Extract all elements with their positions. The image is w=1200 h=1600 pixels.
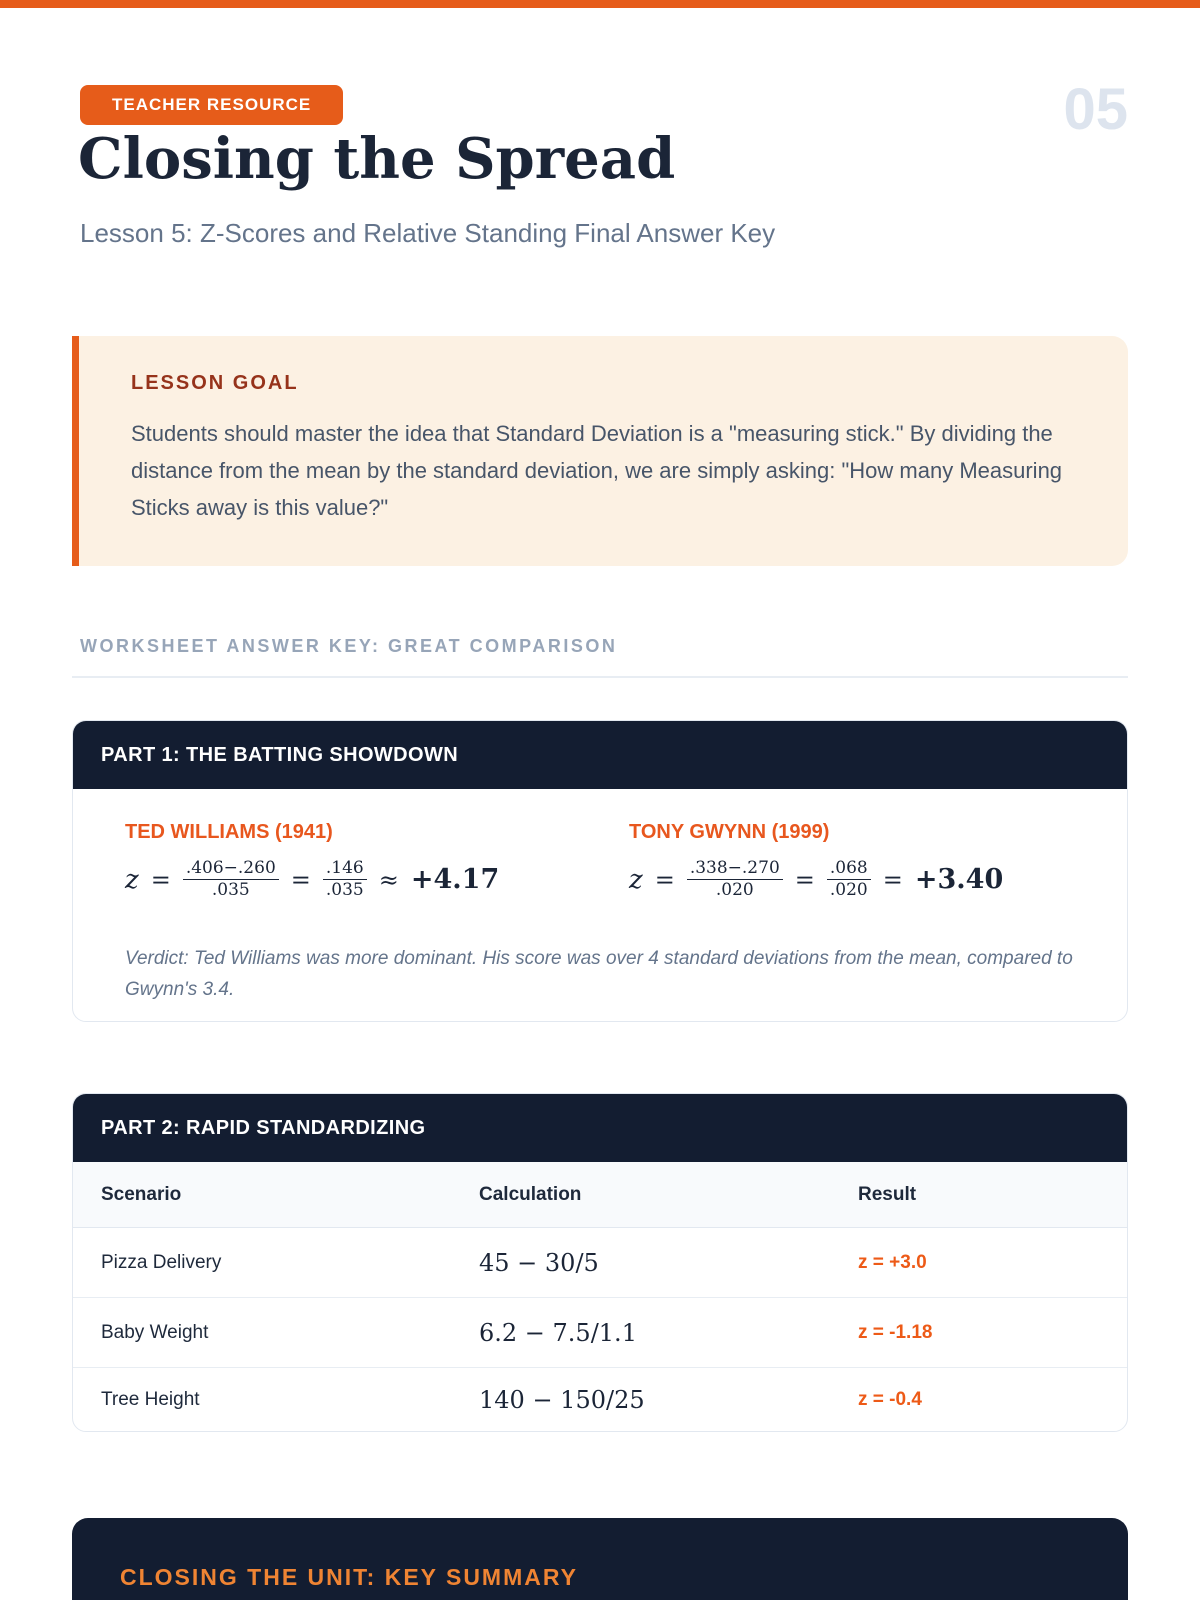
math-fraction: .146.035 <box>322 858 367 901</box>
fraction-denominator: .035 <box>325 880 364 900</box>
zscore-result: +4.17 <box>410 864 500 895</box>
result-cell: z = -0.4 <box>858 1389 922 1410</box>
player-column-ted: TED WILLIAMS (1941) z = .406−.260.035 = … <box>125 821 629 901</box>
lesson-goal-text: Students should master the idea that Sta… <box>131 421 1063 520</box>
part1-card: PART 1: THE BATTING SHOWDOWN TED WILLIAM… <box>72 720 1128 1022</box>
fraction-denominator: .035 <box>211 880 250 900</box>
table-row: Baby Weight 6.2 − 7.5/1.1 z = -1.18 <box>73 1298 1127 1368</box>
math-equals: = <box>654 865 675 894</box>
math-fraction: .406−.260.035 <box>182 858 279 901</box>
table-row: Pizza Delivery 45 − 30/5 z = +3.0 <box>73 1228 1127 1298</box>
key-summary-heading: CLOSING THE UNIT: KEY SUMMARY <box>120 1564 578 1590</box>
math-relation: = <box>882 865 903 894</box>
fraction-denominator: .020 <box>715 880 754 900</box>
math-fraction: .068.020 <box>826 858 871 901</box>
calculation-cell: 140 − 150/25 <box>479 1386 645 1414</box>
section-label: WORKSHEET ANSWER KEY: GREAT COMPARISON <box>80 636 618 656</box>
scenario-cell: Pizza Delivery <box>101 1251 222 1273</box>
player-column-tony: TONY GWYNN (1999) z = .338−.270.020 = .0… <box>629 821 1075 901</box>
zscore-result: +3.40 <box>914 864 1004 895</box>
column-header-result: Result <box>858 1183 917 1205</box>
part2-card: PART 2: RAPID STANDARDIZING Scenario Cal… <box>72 1093 1128 1432</box>
calculation-cell: 45 − 30/5 <box>479 1248 599 1277</box>
math-variable: z <box>629 864 643 895</box>
column-header-scenario: Scenario <box>101 1183 182 1205</box>
fraction-denominator: .020 <box>829 880 868 900</box>
teacher-resource-badge: TEACHER RESOURCE <box>80 85 344 125</box>
key-summary-card: CLOSING THE UNIT: KEY SUMMARY <box>72 1518 1128 1600</box>
fraction-numerator: .068 <box>826 858 871 880</box>
calculation-cell: 6.2 − 7.5/1.1 <box>479 1318 637 1347</box>
zscore-formula-tony: z = .338−.270.020 = .068.020 = +3.40 <box>629 858 1075 901</box>
page-number: 05 <box>1063 77 1128 142</box>
column-header-calculation: Calculation <box>479 1183 582 1205</box>
part1-body: TED WILLIAMS (1941) z = .406−.260.035 = … <box>73 789 1127 1005</box>
page-subtitle: Lesson 5: Z-Scores and Relative Standing… <box>80 218 776 248</box>
math-equals: = <box>290 865 311 894</box>
fraction-numerator: .338−.270 <box>686 858 783 880</box>
result-cell: z = +3.0 <box>858 1251 927 1273</box>
result-cell: z = -1.18 <box>858 1321 933 1343</box>
math-variable: z <box>125 864 139 895</box>
table-row: Tree Height 140 − 150/25 z = -0.4 <box>73 1368 1127 1432</box>
table-header-row: Scenario Calculation Result <box>73 1162 1127 1228</box>
math-equals: = <box>794 865 815 894</box>
lesson-goal-box: LESSON GOAL Students should master the i… <box>72 336 1128 566</box>
section-divider <box>72 676 1128 678</box>
zscore-formula-ted: z = .406−.260.035 = .146.035 ≈ +4.17 <box>125 858 629 901</box>
player-name: TED WILLIAMS (1941) <box>125 821 333 843</box>
lesson-goal-heading: LESSON GOAL <box>131 372 299 394</box>
math-relation: ≈ <box>378 865 399 894</box>
page-title: Closing the Spread <box>78 126 676 192</box>
scenario-cell: Baby Weight <box>101 1321 209 1343</box>
part2-header: PART 2: RAPID STANDARDIZING <box>73 1094 1127 1162</box>
top-accent-bar <box>0 0 1200 8</box>
math-equals: = <box>150 865 171 894</box>
math-fraction: .338−.270.020 <box>686 858 783 901</box>
part1-header: PART 1: THE BATTING SHOWDOWN <box>73 721 1127 789</box>
fraction-numerator: .406−.260 <box>182 858 279 880</box>
verdict-text: Verdict: Ted Williams was more dominant.… <box>125 948 1073 1000</box>
player-name: TONY GWYNN (1999) <box>629 821 830 843</box>
fraction-numerator: .146 <box>322 858 367 880</box>
scenario-cell: Tree Height <box>101 1389 200 1410</box>
